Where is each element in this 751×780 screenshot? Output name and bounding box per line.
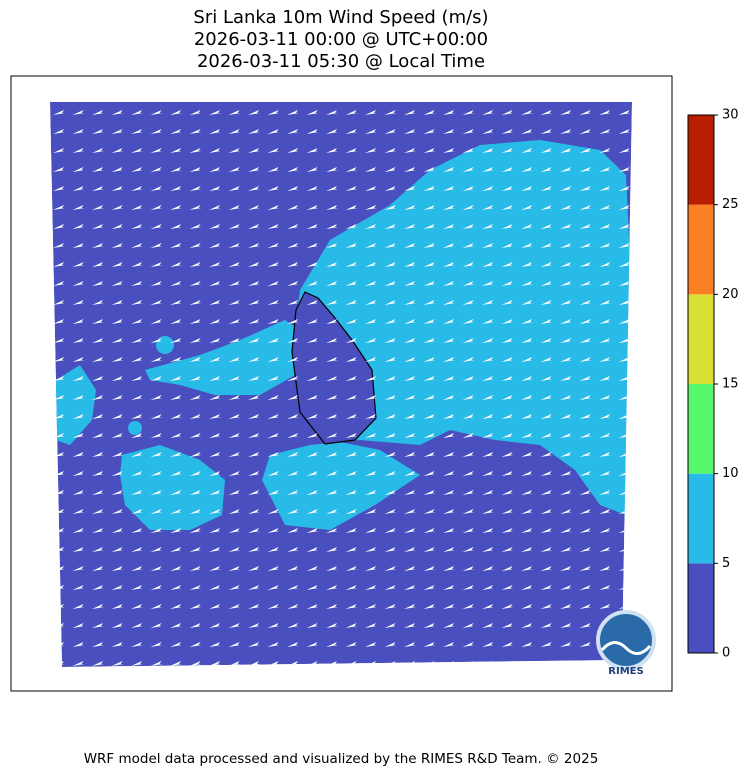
- colorbar-band: [688, 563, 714, 653]
- colorbar-tick-label: 5: [722, 556, 730, 571]
- map-field: [50, 102, 632, 667]
- colorbar-tick-label: 30: [722, 108, 739, 123]
- title-line: 2026-03-11 00:00 @ UTC+00:00: [194, 29, 488, 50]
- footer: WRF model data processed and visualized …: [84, 751, 599, 767]
- colorbar-tick-label: 25: [722, 197, 739, 212]
- colorbar-band: [688, 115, 714, 205]
- title-line: Sri Lanka 10m Wind Speed (m/s): [193, 7, 488, 28]
- colorbar: 0 5 10 15 20 25 30: [687, 108, 739, 661]
- colorbar-tick-label: 20: [722, 287, 739, 302]
- logo: RIMES: [596, 610, 656, 677]
- colorbar-tick-label: 0: [722, 646, 730, 661]
- title-line: 2026-03-11 05:30 @ Local Time: [197, 51, 485, 72]
- logo-wave: [600, 641, 652, 655]
- colorbar-tick-label: 10: [722, 466, 739, 481]
- colorbar-band: [688, 384, 714, 474]
- logo-text: RIMES: [608, 666, 643, 677]
- colorbar-band: [688, 294, 714, 384]
- colorbar-tick-label: 15: [722, 377, 739, 392]
- logo-emblem: [596, 610, 656, 670]
- colorbar-band: [688, 473, 714, 564]
- colorbar-band: [688, 204, 714, 295]
- wind-arrows: [50, 102, 632, 667]
